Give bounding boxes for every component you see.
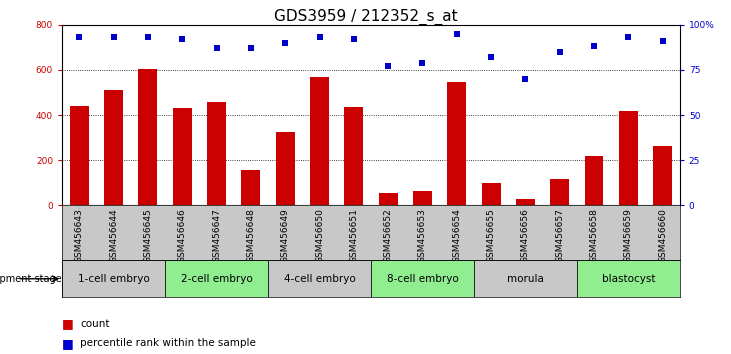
Point (142, 35, 154, 40)
Bar (173, 108, 192, 205)
Bar (516, 199, 535, 205)
Text: development stage: development stage (0, 274, 61, 284)
Text: ■: ■ (62, 337, 74, 350)
Point (245, 45, 257, 51)
Bar (62, 260, 165, 297)
Point (279, 40, 291, 46)
Bar (413, 191, 432, 205)
Text: GSM456643: GSM456643 (75, 208, 84, 263)
Text: 4-cell embryo: 4-cell embryo (284, 274, 355, 284)
Bar (276, 132, 295, 205)
Text: GSM456646: GSM456646 (178, 208, 186, 263)
Text: GSM456647: GSM456647 (212, 208, 221, 263)
Point (554, 49, 566, 55)
Bar (310, 77, 329, 205)
Text: GSM456652: GSM456652 (384, 208, 393, 263)
Point (657, 38, 669, 44)
Text: GSM456660: GSM456660 (658, 208, 667, 263)
Bar (482, 183, 501, 205)
Text: GSM456648: GSM456648 (246, 208, 255, 263)
Text: blastocyst: blastocyst (602, 274, 655, 284)
Bar (241, 170, 260, 205)
Text: GSM456653: GSM456653 (418, 208, 427, 263)
Text: GSM456656: GSM456656 (521, 208, 530, 263)
Point (348, 36, 360, 42)
Bar (654, 145, 672, 205)
Point (520, 76, 531, 82)
Text: GSM456658: GSM456658 (589, 208, 599, 263)
Point (485, 55, 497, 60)
Text: percentile rank within the sample: percentile rank within the sample (80, 338, 257, 348)
Text: GSM456645: GSM456645 (143, 208, 153, 263)
Bar (577, 260, 680, 297)
Text: ■: ■ (62, 318, 74, 330)
Point (314, 35, 325, 40)
Bar (70, 106, 88, 205)
Bar (585, 156, 604, 205)
Text: GSM456655: GSM456655 (487, 208, 496, 263)
Text: GSM456659: GSM456659 (624, 208, 633, 263)
Text: 1-cell embryo: 1-cell embryo (77, 274, 149, 284)
Bar (379, 193, 398, 205)
Point (588, 44, 600, 49)
Point (417, 60, 428, 65)
Text: GDS3959 / 212352_s_at: GDS3959 / 212352_s_at (273, 9, 458, 25)
Text: GSM456649: GSM456649 (281, 208, 289, 263)
Point (73, 35, 85, 40)
Bar (268, 260, 371, 297)
Bar (371, 260, 474, 297)
Point (623, 35, 635, 40)
Point (107, 35, 119, 40)
Text: GSM456654: GSM456654 (452, 208, 461, 263)
Bar (165, 260, 268, 297)
Bar (619, 110, 637, 205)
Point (382, 63, 394, 69)
Point (176, 36, 188, 42)
Point (451, 31, 463, 37)
Bar (344, 107, 363, 205)
Text: GSM456644: GSM456644 (109, 208, 118, 263)
Bar (474, 260, 577, 297)
Bar (550, 179, 569, 205)
Text: GSM456657: GSM456657 (556, 208, 564, 263)
Text: GSM456651: GSM456651 (349, 208, 358, 263)
Point (211, 45, 222, 51)
Bar (105, 90, 123, 205)
Text: GSM456650: GSM456650 (315, 208, 324, 263)
Bar (138, 69, 157, 205)
Bar (207, 102, 226, 205)
Text: 2-cell embryo: 2-cell embryo (181, 274, 252, 284)
Text: count: count (80, 319, 110, 329)
Text: morula: morula (507, 274, 544, 284)
Text: 8-cell embryo: 8-cell embryo (387, 274, 458, 284)
Bar (447, 82, 466, 205)
